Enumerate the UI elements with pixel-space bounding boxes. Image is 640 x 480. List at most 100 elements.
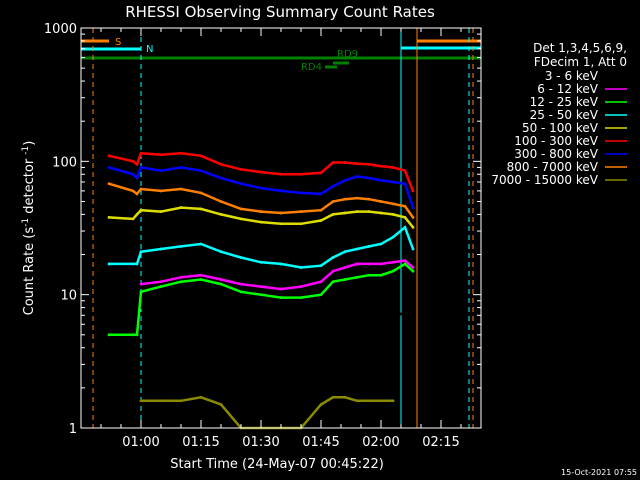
flag-label-n: N <box>146 44 153 55</box>
series-point-12-25-kev <box>219 282 223 286</box>
series-point-25-50-kev <box>379 242 383 246</box>
series-point-25-50-kev <box>219 250 223 254</box>
series-point-50-100-kev <box>199 207 203 211</box>
series-point-6-12-kev <box>331 269 335 273</box>
series-point-7000-15000-kev <box>331 395 335 399</box>
y-axis-label-exp-2: -1 <box>21 146 31 155</box>
series-point-3-6-kev <box>391 309 395 313</box>
legend-header-line-2: FDecim 1, Att 0 <box>534 55 627 69</box>
series-point-800-7000-kev <box>179 187 183 191</box>
series-point-50-100-kev <box>179 206 183 209</box>
x-tick-label: 02:15 <box>422 435 459 450</box>
series-point-100-300-kev <box>219 162 223 166</box>
series-point-300-800-kev <box>199 169 203 173</box>
vertical-lines-layer <box>80 28 474 428</box>
series-point-800-7000-kev <box>379 200 383 203</box>
series-point-100-300-kev <box>139 151 143 155</box>
series-point-50-100-kev <box>411 225 415 229</box>
series-layer <box>107 151 415 430</box>
series-point-6-12-kev <box>403 259 407 263</box>
series-point-100-300-kev <box>179 151 183 155</box>
series-point-25-50-kev <box>355 247 359 251</box>
series-point-50-100-kev <box>159 210 163 213</box>
x-tick-label: 01:15 <box>182 435 219 450</box>
series-point-3-6-kev <box>403 313 407 317</box>
series-point-12-25-kev <box>355 275 359 279</box>
series-point-25-50-kev <box>411 247 415 251</box>
series-point-50-100-kev <box>331 212 335 216</box>
legend-label-25-50-kev: 25 - 50 keV <box>530 108 599 122</box>
series-point-25-50-kev <box>259 260 263 264</box>
series-point-12-25-kev <box>159 285 163 288</box>
legend-label-50-100-kev: 50 - 100 keV <box>522 121 599 135</box>
series-point-300-800-kev <box>343 178 347 182</box>
legend-label-12-25-kev: 12 - 25 keV <box>530 95 599 109</box>
series-point-50-100-kev <box>131 217 135 221</box>
series-line-6-12-kev <box>140 259 414 291</box>
series-point-300-800-kev <box>391 180 395 184</box>
x-tick-label: 01:45 <box>302 435 339 450</box>
series-point-6-12-kev <box>259 285 263 288</box>
legend: Det 1,3,4,5,6,9, FDecim 1, Att 0 3 - 6 k… <box>491 41 627 187</box>
series-point-25-50-kev <box>331 256 335 259</box>
series-point-100-300-kev <box>331 161 335 164</box>
series-point-25-50-kev <box>299 266 303 269</box>
series-point-50-100-kev <box>135 212 139 216</box>
series-point-300-800-kev <box>139 166 143 169</box>
series-point-12-25-kev <box>279 296 283 300</box>
series-point-6-12-kev <box>279 287 283 291</box>
flags-layer: S N RD9 RD4 <box>81 37 481 73</box>
series-point-3-6-kev <box>379 306 383 309</box>
series-point-6-12-kev <box>299 285 303 288</box>
series-point-300-800-kev <box>331 184 335 188</box>
series-point-25-50-kev <box>159 247 163 251</box>
series-point-12-25-kev <box>199 278 203 281</box>
series-point-25-50-kev <box>403 225 407 229</box>
series-point-3-6-kev <box>367 302 371 306</box>
series-point-50-100-kev <box>403 215 407 219</box>
series-point-3-6-kev <box>159 299 163 303</box>
series-point-12-25-kev <box>131 333 135 337</box>
series-point-6-12-kev <box>139 282 143 286</box>
series-point-300-800-kev <box>367 176 371 180</box>
series-point-100-300-kev <box>279 172 283 176</box>
series-point-6-12-kev <box>219 278 223 281</box>
series-point-800-7000-kev <box>343 197 347 201</box>
series-point-50-100-kev <box>239 217 243 221</box>
series-point-300-800-kev <box>299 191 303 195</box>
series-point-12-25-kev <box>411 269 415 273</box>
series-point-300-800-kev <box>219 176 223 180</box>
series-point-300-800-kev <box>279 189 283 193</box>
series-point-800-7000-kev <box>391 202 395 206</box>
series-point-100-300-kev <box>159 153 163 157</box>
series-point-50-100-kev <box>279 222 283 226</box>
series-point-12-25-kev <box>139 290 143 294</box>
series-point-25-50-kev <box>239 256 243 259</box>
series-point-25-50-kev <box>179 245 183 248</box>
series-point-50-100-kev <box>379 211 383 215</box>
series-point-3-6-kev <box>259 327 263 331</box>
series-point-12-25-kev <box>343 278 347 281</box>
series-point-3-6-kev <box>355 299 359 303</box>
series-point-300-800-kev <box>355 175 359 178</box>
series-point-800-7000-kev <box>331 200 335 203</box>
series-point-12-25-kev <box>319 293 323 297</box>
series-point-6-12-kev <box>239 282 243 286</box>
flag-label-s: S <box>115 37 121 48</box>
chart-title: RHESSI Observing Summary Count Rates <box>125 3 435 21</box>
series-point-7000-15000-kev <box>199 395 203 399</box>
series-point-3-6-kev <box>331 299 335 303</box>
series-point-800-7000-kev <box>259 210 263 213</box>
series-point-300-800-kev <box>259 186 263 190</box>
y-axis-label: Count Rate (s-1 detector -1) <box>21 141 37 316</box>
series-point-300-800-kev <box>179 166 183 169</box>
series-point-800-7000-kev <box>279 211 283 215</box>
series-point-6-12-kev <box>199 273 203 277</box>
series-point-100-300-kev <box>107 154 111 158</box>
series-point-7000-15000-kev <box>391 399 395 403</box>
series-point-3-6-kev <box>279 327 283 331</box>
y-tick-label: 100 <box>52 155 77 170</box>
series-point-7000-15000-kev <box>343 395 347 399</box>
series-point-3-6-kev <box>299 322 303 326</box>
